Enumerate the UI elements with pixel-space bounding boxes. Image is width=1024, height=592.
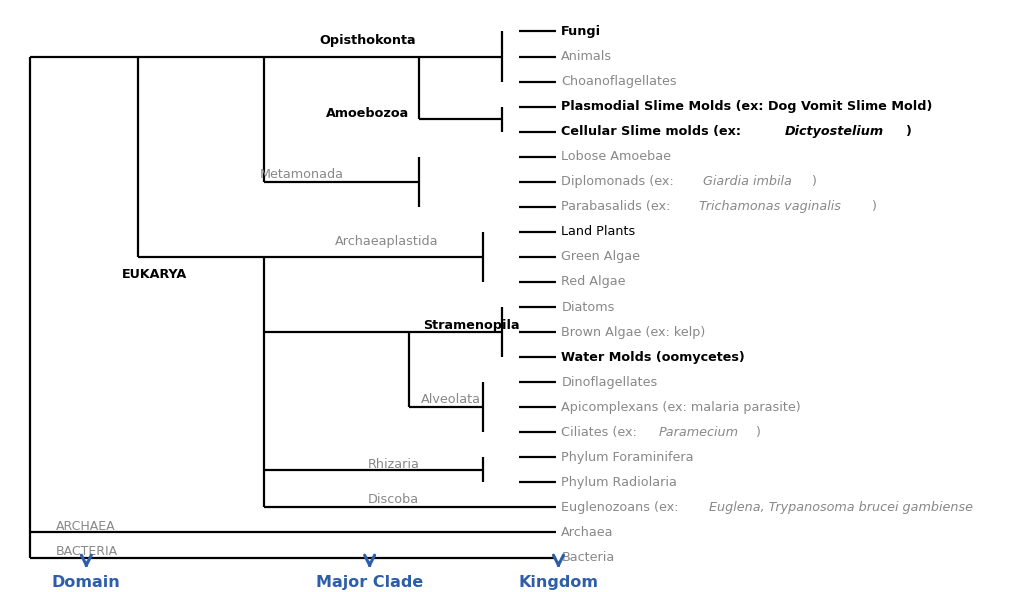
Text: Dictyostelium: Dictyostelium [785,125,885,138]
Text: Archaeaplastida: Archaeaplastida [335,235,438,248]
Text: Fungi: Fungi [561,25,601,38]
Text: Paramecium: Paramecium [658,426,738,439]
Text: Dinoflagellates: Dinoflagellates [561,376,657,389]
Text: Red Algae: Red Algae [561,275,626,288]
Text: Phylum Radiolaria: Phylum Radiolaria [561,476,677,489]
Text: Brown Algae (ex: kelp): Brown Algae (ex: kelp) [561,326,706,339]
Text: Apicomplexans (ex: malaria parasite): Apicomplexans (ex: malaria parasite) [561,401,801,414]
Text: Phylum Foraminifera: Phylum Foraminifera [561,451,694,464]
Text: ): ) [905,125,911,138]
Text: Ciliates (ex:: Ciliates (ex: [561,426,641,439]
Text: Parabasalids (ex:: Parabasalids (ex: [561,200,675,213]
Text: ): ) [871,200,876,213]
Text: Lobose Amoebae: Lobose Amoebae [561,150,672,163]
Text: Land Plants: Land Plants [561,226,636,239]
Text: Diatoms: Diatoms [561,301,614,314]
Text: Kingdom: Kingdom [518,575,598,590]
Text: ): ) [811,175,816,188]
Text: Euglenozoans (ex:: Euglenozoans (ex: [561,501,683,514]
Text: Water Molds (oomycetes): Water Molds (oomycetes) [561,350,745,363]
Text: Green Algae: Green Algae [561,250,640,263]
Text: Archaea: Archaea [561,526,613,539]
Text: Cellular Slime molds (ex:: Cellular Slime molds (ex: [561,125,745,138]
Text: Stramenopila: Stramenopila [423,319,520,332]
Text: Giardia imbila: Giardia imbila [702,175,792,188]
Text: Bacteria: Bacteria [561,551,614,564]
Text: Alveolata: Alveolata [421,393,481,406]
Text: Rhizaria: Rhizaria [368,458,419,471]
Text: Trichamonas vaginalis: Trichamonas vaginalis [698,200,841,213]
Text: Major Clade: Major Clade [316,575,423,590]
Text: Choanoflagellates: Choanoflagellates [561,75,677,88]
Text: Euglena, Trypanosoma brucei gambiense: Euglena, Trypanosoma brucei gambiense [709,501,973,514]
Text: ): ) [756,426,760,439]
Text: ARCHAEA: ARCHAEA [56,520,116,533]
Text: Domain: Domain [52,575,121,590]
Text: Discoba: Discoba [368,493,419,506]
Text: Amoebozoa: Amoebozoa [326,107,410,120]
Text: Animals: Animals [561,50,612,63]
Text: BACTERIA: BACTERIA [56,545,119,558]
Text: EUKARYA: EUKARYA [122,268,187,281]
Text: Opisthokonta: Opisthokonta [319,34,416,47]
Text: Diplomonads (ex:: Diplomonads (ex: [561,175,678,188]
Text: Plasmodial Slime Molds (ex: Dog Vomit Slime Mold): Plasmodial Slime Molds (ex: Dog Vomit Sl… [561,100,933,113]
Text: Metamonada: Metamonada [260,168,344,181]
